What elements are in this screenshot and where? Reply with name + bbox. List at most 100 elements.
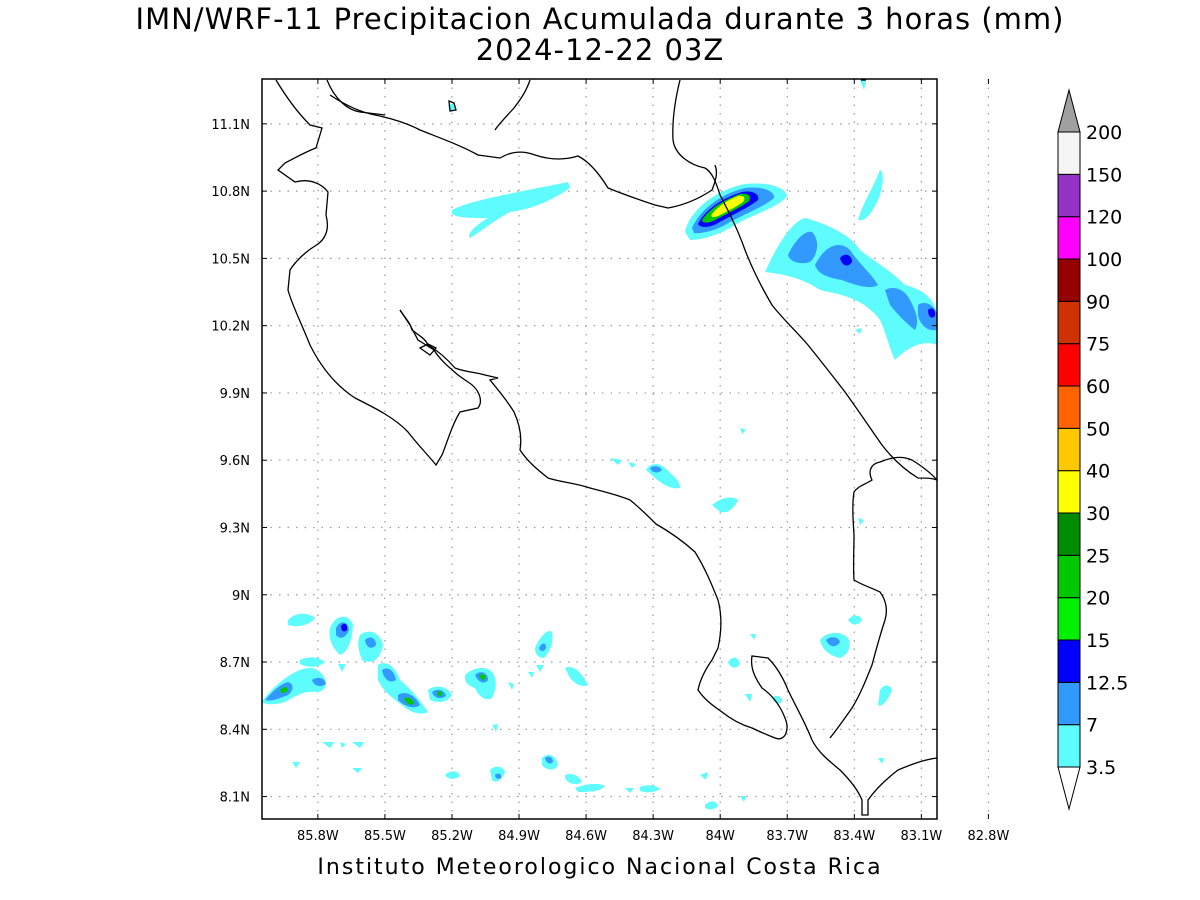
coastline	[275, 79, 482, 467]
colorbar-swatch	[1057, 512, 1081, 556]
lon-tick-label: 83.4W	[833, 829, 875, 844]
precip-cell	[292, 762, 362, 773]
lon-tick-label: 83.7W	[766, 829, 808, 844]
precip-cell	[858, 170, 883, 221]
colorbar-level-label: 150	[1086, 164, 1122, 186]
precip-cell	[437, 691, 443, 697]
colorbar-level-label: 60	[1086, 376, 1110, 398]
lon-tick-label: 84.6W	[565, 829, 607, 844]
precip-cell	[565, 666, 588, 687]
border	[829, 456, 938, 739]
precip-cell	[860, 80, 866, 90]
precip-cell	[265, 682, 293, 701]
colorbar-swatch	[1057, 427, 1081, 472]
colorbar-top-arrow	[1057, 88, 1081, 133]
map-frame	[261, 78, 938, 820]
colorbar-swatch	[1057, 131, 1081, 175]
precip-cell	[464, 668, 496, 700]
colorbar-level-label: 20	[1086, 588, 1110, 610]
colorbar-level-label: 90	[1086, 291, 1110, 313]
colorbar-level-label: 100	[1086, 249, 1122, 271]
colorbar-swatch	[1057, 724, 1081, 768]
colorbar-level-label: 25	[1086, 545, 1110, 567]
colorbar-level-label: 7	[1086, 715, 1098, 737]
lat-tick-label: 10.2N	[211, 320, 250, 335]
precip-cell	[288, 613, 315, 627]
precip-cell	[705, 801, 718, 810]
latitude-labels: 11.1N 10.8N 10.5N 10.2N 9.9N 9.6N 9.3N 9N 8.7N 8.…	[211, 118, 937, 806]
precip-cell	[539, 643, 546, 651]
precip-cell	[840, 254, 852, 266]
colorbar-level-label: 50	[1086, 418, 1110, 440]
lat-tick-label: 9.6N	[220, 454, 250, 469]
lat-tick-label: 10.8N	[211, 185, 250, 200]
coastline	[326, 79, 386, 116]
lat-tick-label: 8.7N	[220, 656, 250, 671]
precip-cell	[765, 218, 937, 360]
lat-tick-label: 11.1N	[211, 118, 250, 133]
lat-tick-label: 8.1N	[220, 791, 250, 806]
precip-cell	[404, 697, 414, 705]
colorbar-swatch	[1057, 216, 1081, 260]
lon-tick-label: 85.2W	[431, 829, 473, 844]
precip-cell	[815, 245, 878, 288]
precip-cell	[575, 783, 605, 792]
precip-cell	[300, 657, 325, 667]
coastline	[399, 309, 938, 816]
precip-cell	[650, 466, 662, 473]
lon-tick-label: 84.9W	[498, 829, 540, 844]
precip-cell	[322, 742, 364, 748]
colorbar-swatch	[1057, 173, 1081, 218]
coastline	[494, 79, 531, 131]
colorbar: 3.5 7 12.5 15 20 25 30 40 50 60 75 90 100 120 150 200	[1057, 88, 1128, 811]
precip-cell	[711, 195, 745, 218]
precip-cell	[312, 677, 326, 687]
precip-cell	[565, 773, 582, 785]
map-title: IMN/WRF-11 Precipitacion Acumulada duran…	[135, 2, 1065, 36]
precip-cell	[341, 623, 348, 632]
precip-cell	[528, 665, 544, 678]
lat-tick-label: 10.5N	[211, 252, 250, 267]
lat-tick-label: 9.3N	[220, 521, 250, 536]
precip-cell	[728, 657, 752, 702]
colorbar-level-label: 75	[1086, 334, 1110, 356]
precip-cell	[545, 756, 553, 764]
precip-cell	[625, 785, 660, 793]
precip-cell	[848, 615, 862, 625]
precip-cell	[382, 668, 396, 682]
precip-cell	[928, 308, 936, 318]
colorbar-level-label: 200	[1086, 122, 1122, 144]
lat-tick-label: 9N	[232, 589, 250, 604]
precip-cell	[610, 458, 636, 468]
precip-cell	[280, 687, 288, 693]
precip-cell	[495, 773, 502, 779]
precip-cell	[445, 771, 460, 779]
colorbar-level-label: 15	[1086, 630, 1110, 652]
island	[448, 99, 457, 112]
precip-cell	[365, 637, 376, 648]
lon-tick-label: 83.1W	[900, 829, 942, 844]
precip-cell	[878, 685, 892, 764]
island	[418, 343, 438, 356]
colorbar-swatch	[1057, 300, 1081, 345]
lon-tick-label: 82.8W	[968, 829, 1010, 844]
precip-cell	[750, 634, 782, 704]
precip-cell	[788, 231, 818, 264]
precip-cell	[885, 288, 918, 330]
precip-cell	[479, 674, 486, 680]
lon-tick-label: 84W	[705, 829, 735, 844]
lon-tick-label: 84.3W	[632, 829, 674, 844]
longitude-labels: 85.8W 85.5W 85.2W 84.9W 84.6W 84.3W 84W 83.7W 83…	[297, 79, 1009, 844]
precip-cell	[826, 637, 840, 647]
colorbar-level-label: 120	[1086, 207, 1122, 229]
precip-cell	[855, 328, 862, 334]
colorbar-swatch	[1057, 554, 1081, 599]
border	[329, 94, 718, 209]
precip-cell	[452, 182, 570, 238]
precipitation-field	[262, 80, 937, 810]
colorbar-swatch	[1057, 639, 1081, 683]
precip-cell	[338, 664, 346, 672]
colorbar-swatch	[1057, 681, 1081, 726]
colorbar-level-label: 3.5	[1086, 757, 1116, 779]
colorbar-swatch	[1057, 470, 1081, 514]
